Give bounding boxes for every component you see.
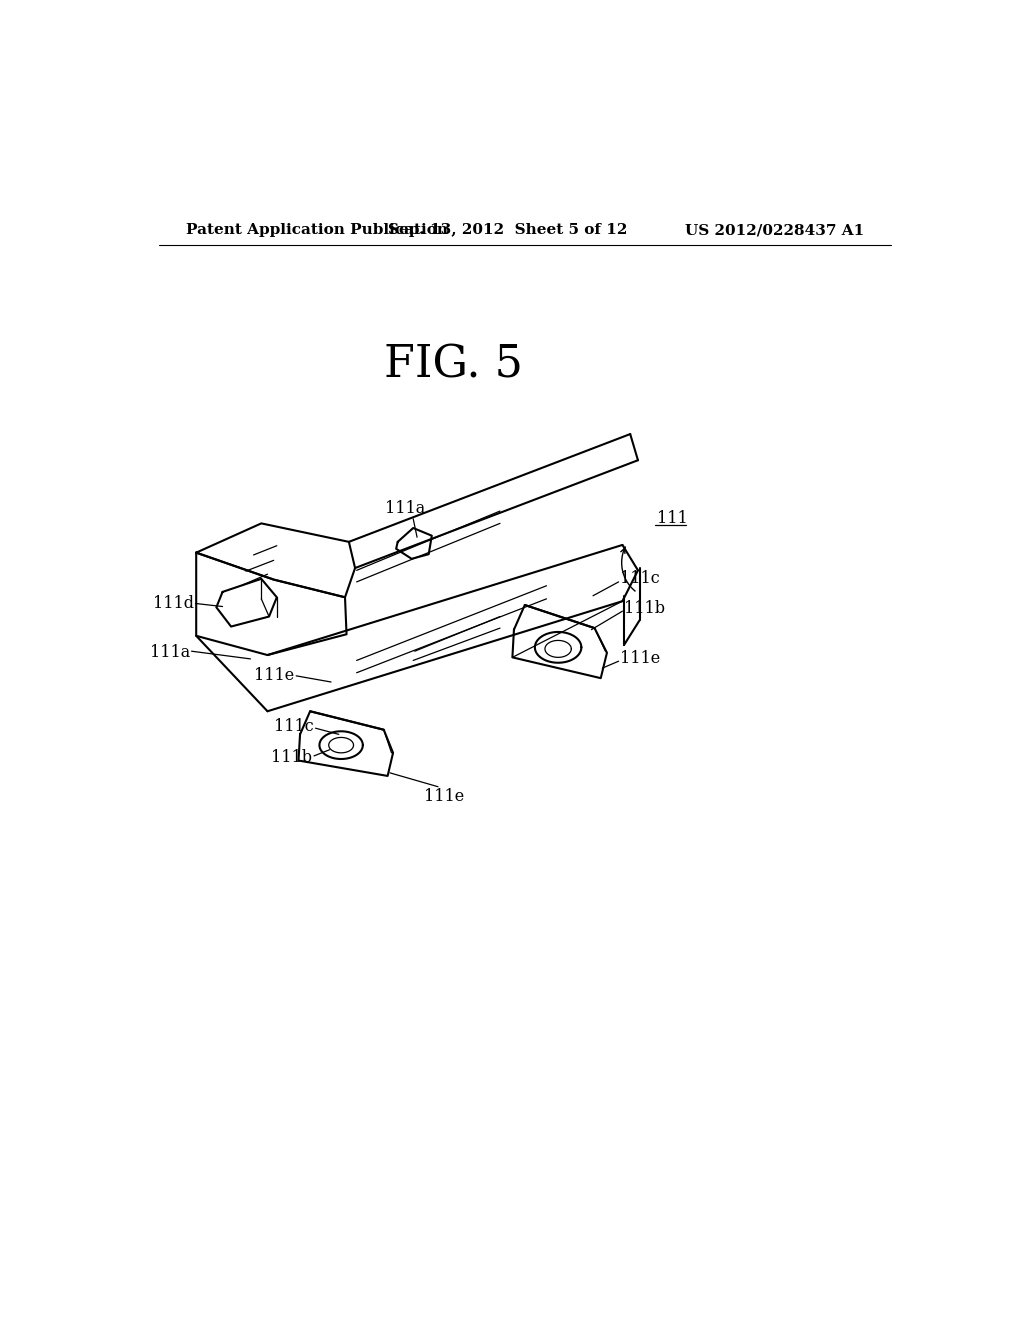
- Text: 111b: 111b: [624, 601, 665, 618]
- Text: 111a: 111a: [385, 500, 426, 517]
- Text: 111e: 111e: [424, 788, 464, 805]
- Text: Sep. 13, 2012  Sheet 5 of 12: Sep. 13, 2012 Sheet 5 of 12: [388, 223, 628, 238]
- Text: 111c: 111c: [274, 718, 314, 735]
- Text: US 2012/0228437 A1: US 2012/0228437 A1: [685, 223, 864, 238]
- Text: FIG. 5: FIG. 5: [384, 343, 523, 387]
- Text: Patent Application Publication: Patent Application Publication: [186, 223, 449, 238]
- Text: 111d: 111d: [153, 595, 194, 612]
- Text: 111: 111: [656, 511, 687, 527]
- Text: 111b: 111b: [271, 748, 312, 766]
- Text: 111e: 111e: [254, 668, 295, 684]
- Text: 111c: 111c: [621, 569, 659, 586]
- Text: 111a: 111a: [150, 644, 190, 661]
- Text: 111e: 111e: [621, 651, 660, 668]
